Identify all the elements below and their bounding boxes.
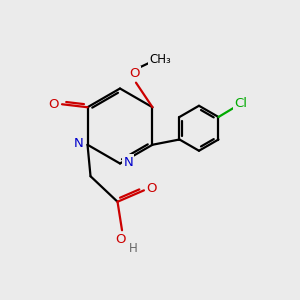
Text: N: N [74,137,84,150]
Text: CH₃: CH₃ [149,53,171,66]
Text: N: N [124,155,133,169]
Text: O: O [48,98,59,111]
Text: O: O [115,233,126,246]
Text: O: O [146,182,157,195]
Text: H: H [129,242,138,255]
Text: Cl: Cl [235,97,248,110]
Text: O: O [129,67,140,80]
